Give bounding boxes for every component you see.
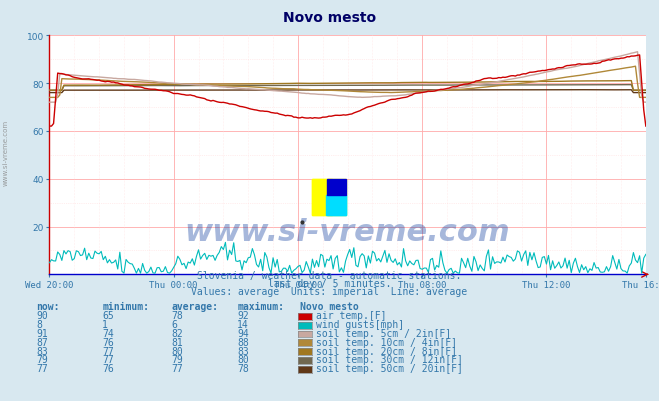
Text: minimum:: minimum: bbox=[102, 301, 149, 311]
Text: average:: average: bbox=[171, 301, 218, 311]
Text: 94: 94 bbox=[237, 328, 249, 338]
Polygon shape bbox=[328, 179, 345, 195]
Text: maximum:: maximum: bbox=[237, 301, 284, 311]
Text: soil temp. 30cm / 12in[F]: soil temp. 30cm / 12in[F] bbox=[316, 354, 463, 365]
Text: www.si-vreme.com: www.si-vreme.com bbox=[185, 217, 511, 246]
Text: 87: 87 bbox=[36, 337, 48, 347]
Text: 76: 76 bbox=[102, 363, 114, 373]
Text: 92: 92 bbox=[237, 310, 249, 320]
Text: now:: now: bbox=[36, 301, 60, 311]
Text: soil temp. 10cm / 4in[F]: soil temp. 10cm / 4in[F] bbox=[316, 337, 457, 347]
Text: 78: 78 bbox=[171, 310, 183, 320]
Text: 77: 77 bbox=[171, 363, 183, 373]
Text: 90: 90 bbox=[36, 310, 48, 320]
Text: 76: 76 bbox=[102, 337, 114, 347]
Text: 79: 79 bbox=[36, 354, 48, 365]
Bar bbox=[312, 179, 332, 215]
Text: Values: average  Units: imperial  Line: average: Values: average Units: imperial Line: av… bbox=[191, 286, 468, 296]
Text: 77: 77 bbox=[102, 346, 114, 356]
Text: www.si-vreme.com: www.si-vreme.com bbox=[2, 119, 9, 185]
Bar bbox=[326, 195, 345, 215]
Bar bbox=[312, 179, 345, 215]
Bar bbox=[326, 179, 345, 215]
Text: Slovenia / weather data - automatic stations.: Slovenia / weather data - automatic stat… bbox=[197, 271, 462, 281]
Text: 91: 91 bbox=[36, 328, 48, 338]
Text: 77: 77 bbox=[102, 354, 114, 365]
Text: soil temp. 5cm / 2in[F]: soil temp. 5cm / 2in[F] bbox=[316, 328, 451, 338]
Text: 83: 83 bbox=[237, 346, 249, 356]
Text: 79: 79 bbox=[171, 354, 183, 365]
Text: 6: 6 bbox=[171, 319, 177, 329]
Text: soil temp. 50cm / 20in[F]: soil temp. 50cm / 20in[F] bbox=[316, 363, 463, 373]
Text: 1: 1 bbox=[102, 319, 108, 329]
Text: 80: 80 bbox=[237, 354, 249, 365]
Text: 65: 65 bbox=[102, 310, 114, 320]
Text: 83: 83 bbox=[36, 346, 48, 356]
Text: Novo mesto: Novo mesto bbox=[300, 301, 358, 311]
Text: 78: 78 bbox=[237, 363, 249, 373]
Text: 82: 82 bbox=[171, 328, 183, 338]
Text: 88: 88 bbox=[237, 337, 249, 347]
Polygon shape bbox=[328, 195, 345, 215]
Text: 14: 14 bbox=[237, 319, 249, 329]
Text: 8: 8 bbox=[36, 319, 42, 329]
Text: 81: 81 bbox=[171, 337, 183, 347]
Text: Novo mesto: Novo mesto bbox=[283, 11, 376, 25]
Text: 80: 80 bbox=[171, 346, 183, 356]
Text: 77: 77 bbox=[36, 363, 48, 373]
Text: wind gusts[mph]: wind gusts[mph] bbox=[316, 319, 405, 329]
Text: air temp.[F]: air temp.[F] bbox=[316, 310, 387, 320]
Text: 74: 74 bbox=[102, 328, 114, 338]
Text: last day / 5 minutes.: last day / 5 minutes. bbox=[268, 278, 391, 288]
Text: soil temp. 20cm / 8in[F]: soil temp. 20cm / 8in[F] bbox=[316, 346, 457, 356]
